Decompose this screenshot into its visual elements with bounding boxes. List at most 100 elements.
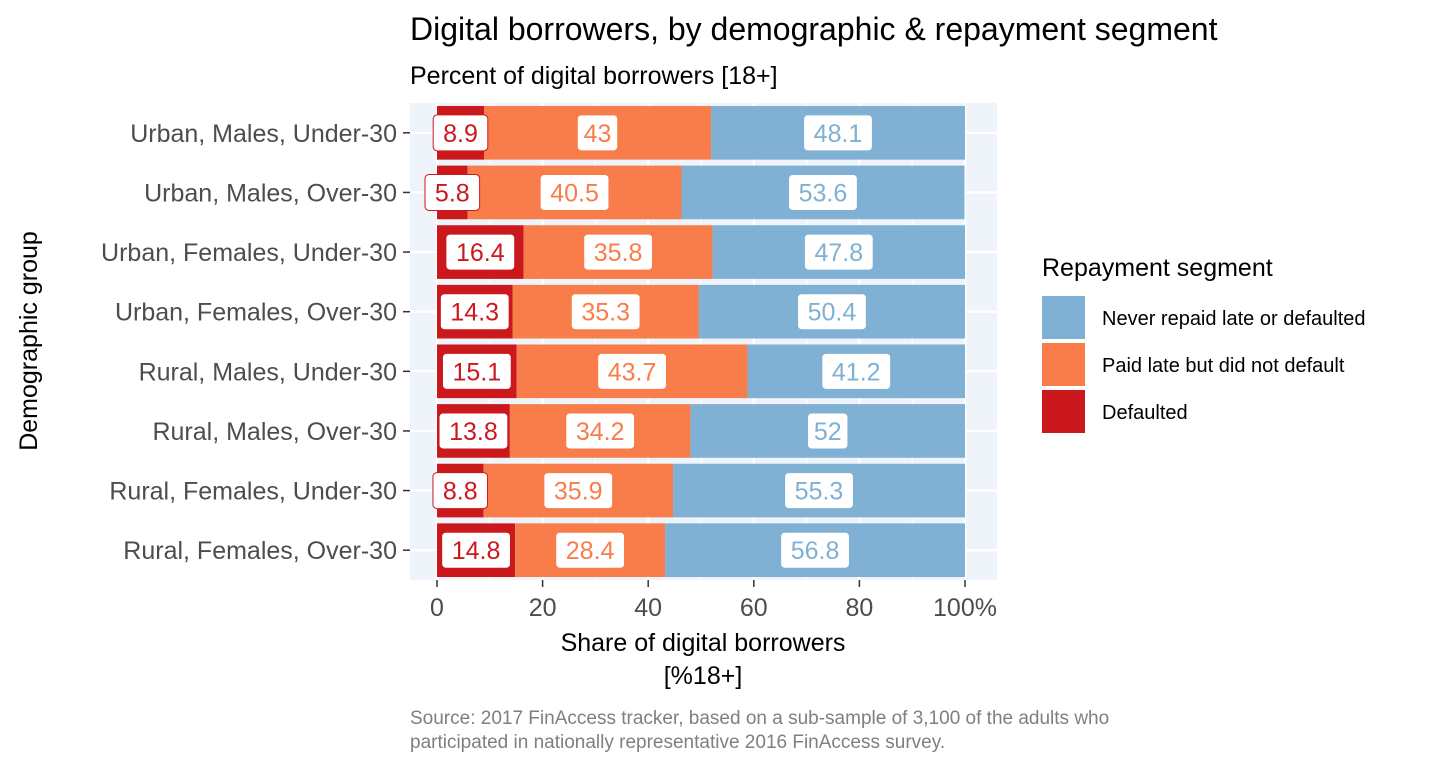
legend-title: Repayment segment bbox=[1042, 254, 1273, 282]
data-label-text: 43 bbox=[584, 120, 612, 148]
data-label-box bbox=[432, 114, 489, 152]
data-label: 43 bbox=[576, 114, 619, 152]
data-label-text: 41.2 bbox=[832, 358, 881, 386]
data-label-box bbox=[583, 233, 654, 271]
chart-title: Digital borrowers, by demographic & repa… bbox=[410, 11, 1218, 47]
data-label-box bbox=[441, 531, 511, 569]
caption-line-1: Source: 2017 FinAccess tracker, based on… bbox=[410, 708, 1109, 729]
data-label-text: 5.8 bbox=[435, 179, 470, 207]
data-label: 35.9 bbox=[543, 472, 614, 510]
legend: Repayment segment Never repaid late or d… bbox=[1042, 254, 1366, 433]
legend-label: Defaulted bbox=[1102, 402, 1188, 424]
x-axis-title-line-2: [%18+] bbox=[664, 662, 743, 690]
y-tick-label: Rural, Females, Over-30 bbox=[123, 537, 397, 565]
data-label: 13.8 bbox=[438, 412, 509, 450]
data-label-box bbox=[543, 472, 614, 510]
data-label-text: 14.3 bbox=[450, 299, 499, 327]
y-tick-label: Urban, Males, Over-30 bbox=[144, 179, 397, 207]
data-label: 56.8 bbox=[780, 531, 850, 569]
legend-swatch bbox=[1042, 390, 1085, 433]
y-tick-label: Urban, Males, Under-30 bbox=[130, 120, 397, 148]
x-tick-label: 100% bbox=[933, 594, 997, 622]
chart-subtitle: Percent of digital borrowers [18+] bbox=[410, 62, 778, 90]
data-label-text: 55.3 bbox=[795, 478, 844, 506]
y-tick-label: Urban, Females, Over-30 bbox=[115, 299, 397, 327]
data-label: 8.9 bbox=[432, 114, 489, 152]
data-label-box bbox=[555, 531, 626, 569]
data-label-box bbox=[445, 233, 516, 271]
data-label-text: 48.1 bbox=[814, 120, 863, 148]
data-label: 43.7 bbox=[597, 352, 667, 390]
y-tick-label: Rural, Males, Under-30 bbox=[139, 358, 397, 386]
y-tick-label: Urban, Females, Under-30 bbox=[101, 239, 397, 267]
data-label-text: 16.4 bbox=[456, 239, 505, 267]
data-label-box bbox=[784, 472, 854, 510]
data-label: 15.1 bbox=[441, 352, 512, 390]
data-label-text: 47.8 bbox=[814, 239, 863, 267]
data-label: 16.4 bbox=[445, 233, 516, 271]
x-tick-label: 80 bbox=[845, 594, 873, 622]
data-label-box bbox=[780, 531, 850, 569]
data-label: 34.2 bbox=[565, 412, 636, 450]
x-tick-label: 60 bbox=[740, 594, 768, 622]
y-axis: Urban, Males, Under-30 Urban, Males, Over… bbox=[101, 120, 410, 565]
data-label-box bbox=[565, 412, 636, 450]
data-label: 48.1 bbox=[803, 114, 873, 152]
legend-label: Paid late but did not default bbox=[1102, 355, 1345, 377]
data-label-box bbox=[438, 412, 509, 450]
data-label: 40.5 bbox=[539, 173, 610, 211]
data-label-text: 40.5 bbox=[550, 179, 599, 207]
data-label-text: 34.2 bbox=[576, 418, 625, 446]
data-label: 55.3 bbox=[784, 472, 854, 510]
data-label-text: 43.7 bbox=[608, 358, 657, 386]
data-label-text: 35.9 bbox=[554, 478, 603, 506]
legend-label: Never repaid late or defaulted bbox=[1102, 308, 1366, 330]
data-label-text: 52 bbox=[814, 418, 842, 446]
data-label: 28.4 bbox=[555, 531, 626, 569]
data-label-text: 28.4 bbox=[566, 537, 615, 565]
data-label-box bbox=[797, 293, 867, 331]
x-tick-label: 0 bbox=[430, 594, 444, 622]
legend-swatch bbox=[1042, 343, 1085, 386]
data-label: 35.8 bbox=[583, 233, 654, 271]
data-label: 41.2 bbox=[821, 352, 892, 390]
data-label-text: 35.3 bbox=[581, 299, 630, 327]
data-label-text: 15.1 bbox=[453, 358, 502, 386]
data-label: 14.8 bbox=[441, 531, 511, 569]
x-tick-label: 40 bbox=[634, 594, 662, 622]
data-label-box bbox=[439, 293, 510, 331]
data-label: 5.8 bbox=[424, 173, 481, 211]
x-tick-label: 20 bbox=[529, 594, 557, 622]
x-axis-title-line-1: Share of digital borrowers bbox=[561, 629, 846, 657]
data-label-box bbox=[788, 173, 858, 211]
data-label-box bbox=[441, 352, 512, 390]
data-label-text: 8.8 bbox=[443, 478, 478, 506]
data-label: 8.8 bbox=[432, 472, 489, 510]
data-label-box bbox=[570, 293, 641, 331]
data-label-text: 13.8 bbox=[449, 418, 498, 446]
data-labels: 8.9 43 48.1 5.8 40.5 53.6 16.4 35.8 47.8 14.3 35.3… bbox=[424, 114, 892, 569]
data-label: 50.4 bbox=[797, 293, 867, 331]
data-label-box bbox=[803, 114, 873, 152]
caption-line-2: participated in nationally representativ… bbox=[410, 732, 945, 753]
y-tick-label: Rural, Females, Under-30 bbox=[109, 478, 397, 506]
data-label-box bbox=[424, 173, 481, 211]
data-label-box bbox=[576, 114, 619, 152]
data-label-text: 50.4 bbox=[808, 299, 857, 327]
data-label-box bbox=[821, 352, 892, 390]
legend-swatch bbox=[1042, 296, 1085, 339]
data-label-box bbox=[597, 352, 667, 390]
data-label-box bbox=[539, 173, 610, 211]
data-label-box bbox=[432, 472, 489, 510]
data-label-text: 8.9 bbox=[443, 120, 478, 148]
data-label: 14.3 bbox=[439, 293, 510, 331]
data-label-text: 14.8 bbox=[452, 537, 501, 565]
data-label: 47.8 bbox=[803, 233, 874, 271]
y-axis-title: Demographic group bbox=[15, 231, 43, 451]
data-label-box bbox=[803, 233, 874, 271]
data-label-text: 56.8 bbox=[791, 537, 840, 565]
x-axis: 0 20 40 60 80 100% bbox=[430, 580, 997, 622]
data-label: 52 bbox=[807, 412, 849, 450]
data-label: 53.6 bbox=[788, 173, 858, 211]
